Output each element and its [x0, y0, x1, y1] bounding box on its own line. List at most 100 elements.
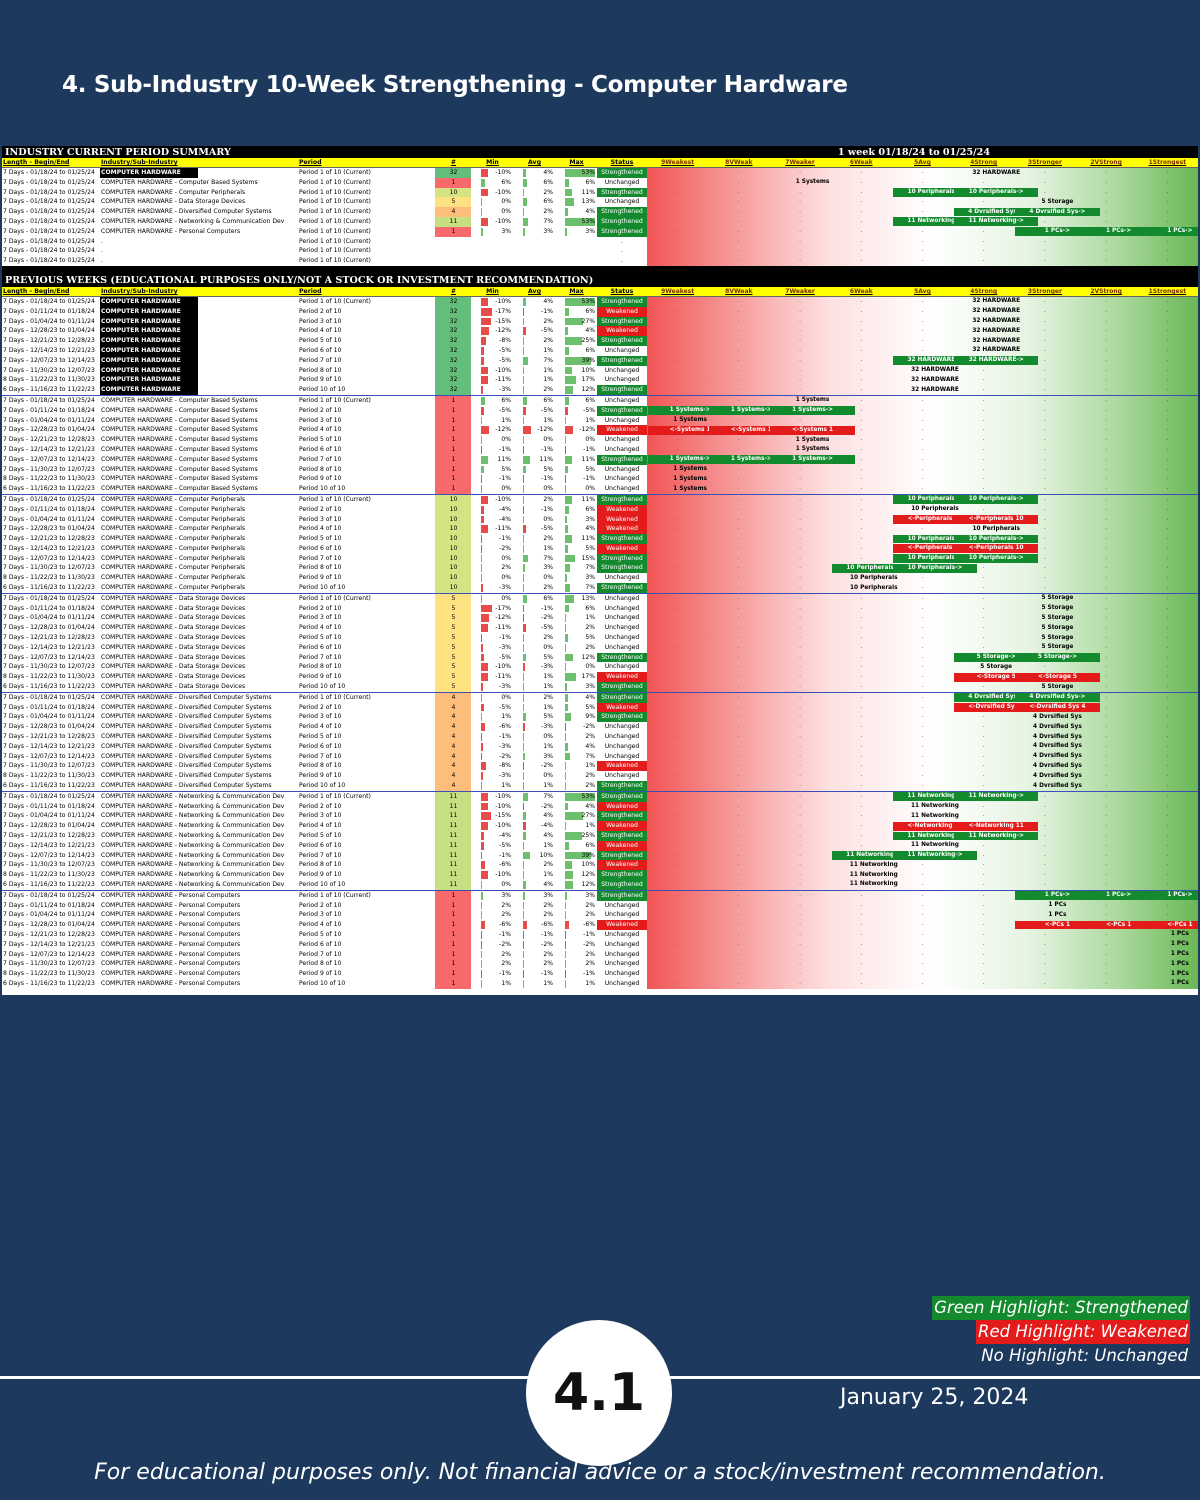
avg-value: 7%	[513, 217, 555, 227]
empty-dot: .	[1105, 317, 1108, 324]
min-value: -4%	[471, 515, 513, 525]
empty-dot: .	[860, 673, 863, 680]
empty-dot: .	[860, 247, 863, 254]
strength-marker: 32 HARDWARE	[972, 337, 1021, 344]
avg-value: 1%	[513, 682, 555, 692]
status-cell: Strengthened	[597, 682, 647, 692]
min-value-text: 11%	[497, 455, 511, 463]
empty-dot: .	[921, 594, 924, 601]
industry-name: COMPUTER HARDWARE - Diversified Computer…	[101, 772, 272, 780]
min-value-text: -10%	[495, 792, 511, 800]
empty-dot: .	[1105, 970, 1108, 977]
empty-dot: .	[1166, 574, 1169, 581]
strength-cell: .	[1076, 870, 1137, 880]
empty-dot: .	[921, 663, 924, 670]
strength-cell: .	[708, 891, 769, 901]
strength-cell: .	[953, 445, 1014, 455]
empty-dot: .	[1105, 544, 1108, 551]
data-bar	[481, 515, 484, 524]
strength-cell: .	[1137, 435, 1198, 445]
strength-cells: .... 10 Peripherals-> 10 Peripherals->...	[647, 553, 1198, 564]
period-range: 7 Days - 01/18/24 to 01/25/24	[3, 594, 95, 602]
strength-cell: .	[1137, 416, 1198, 426]
empty-dot: .	[1166, 465, 1169, 472]
strength-cells: .... 11 Networking-> 11 Networking->...	[647, 791, 1198, 802]
strength-cell: .	[1137, 633, 1198, 643]
strength-cell: .	[1076, 722, 1137, 732]
strength-marker: 10 Peripherals->	[831, 563, 916, 573]
table-row: 7 Days - 01/18/24 to 01/25/24. Period 1 o…	[2, 236, 1198, 247]
empty-dot: .	[1044, 663, 1046, 670]
empty-dot: .	[676, 841, 679, 848]
strength-cells: .... 11 Networking....	[647, 840, 1198, 851]
data-bar	[481, 614, 489, 623]
strength-cell: .	[708, 920, 769, 930]
data-bar	[523, 713, 527, 722]
strength-marker: 1 PCs->	[1076, 227, 1161, 237]
strength-marker: 1 PCs->	[1076, 891, 1161, 901]
industry-name: COMPUTER HARDWARE - Diversified Computer…	[101, 703, 272, 711]
avg-value-text: -5%	[541, 624, 553, 632]
max-value: 53%	[555, 297, 597, 307]
empty-dot: .	[737, 733, 740, 740]
strength-cell: .	[1137, 573, 1198, 583]
table-row: 7 Days - 01/18/24 to 01/25/24 COMPUTER HA…	[2, 790, 1198, 802]
strength-cell: 4 Dvrsified Sys	[1014, 712, 1082, 722]
industry-spacer	[198, 356, 298, 366]
data-bar	[565, 386, 573, 394]
strength-cell: .	[1076, 435, 1137, 445]
strength-cell: .	[647, 168, 708, 178]
empty-dot: .	[737, 227, 740, 234]
column-header: Min	[486, 287, 499, 295]
strength-cell: 11 Networking->	[953, 217, 1039, 227]
stock-count: 1	[435, 920, 471, 930]
strength-cell: .	[1137, 870, 1198, 880]
strength-marker: <-Systems 1	[709, 425, 794, 435]
strength-cell: .	[953, 712, 1014, 722]
data-bar	[481, 643, 483, 652]
strength-cell: .	[1076, 959, 1137, 969]
strength-cell: .	[769, 336, 830, 346]
strength-cell: .	[1137, 672, 1198, 682]
strength-cell: .	[1076, 742, 1137, 752]
min-value: 1%	[471, 712, 513, 722]
avg-value: 7%	[513, 356, 555, 366]
strength-cell: .	[953, 901, 1014, 911]
max-value: 3%	[555, 891, 597, 901]
avg-value: -1%	[513, 307, 555, 317]
avg-value: -1%	[513, 505, 555, 515]
strength-cell: .	[647, 237, 708, 247]
empty-dot: .	[799, 624, 801, 631]
stock-count: 1	[435, 444, 471, 455]
empty-dot: .	[1044, 346, 1046, 353]
max-value: 11%	[555, 495, 597, 505]
table-row: 7 Days - 01/18/24 to 01/25/24 COMPUTER HA…	[2, 691, 1198, 703]
strength-cell: .	[1014, 554, 1075, 564]
data-bar	[481, 762, 487, 771]
strength-marker: 5 Storage->	[1015, 653, 1100, 662]
empty-dot: .	[1166, 237, 1169, 244]
avg-value-text: 0%	[543, 772, 553, 780]
status-cell: Strengthened	[597, 405, 647, 416]
strength-cell: .	[1137, 901, 1198, 911]
strength-cell: 5 Storage	[1014, 604, 1075, 614]
period-range: 7 Days - 11/30/23 to 12/07/23	[3, 465, 95, 473]
status-cell: Unchanged	[604, 911, 640, 919]
empty-dot: .	[1105, 832, 1108, 838]
empty-dot: .	[1105, 624, 1108, 631]
data-bar	[565, 535, 573, 543]
industry-name: COMPUTER HARDWARE - Personal Computers	[101, 960, 241, 968]
strength-cell: 1 Systems	[769, 445, 830, 455]
empty-dot: .	[799, 386, 801, 393]
stock-count: 1	[435, 959, 471, 970]
data-bar	[481, 396, 485, 405]
industry-name: COMPUTER HARDWARE - Personal Computers	[101, 930, 241, 938]
strength-cell: .	[1014, 435, 1075, 445]
industry-name: COMPUTER HARDWARE - Diversified Computer…	[101, 208, 272, 216]
strength-cell: .	[1076, 682, 1137, 692]
empty-dot: .	[1044, 426, 1046, 433]
strength-cell: .	[1076, 237, 1137, 247]
empty-dot: .	[799, 663, 801, 670]
strength-cell: 4 Dvrsified Sys->	[1014, 693, 1100, 703]
empty-dot: .	[737, 930, 740, 937]
